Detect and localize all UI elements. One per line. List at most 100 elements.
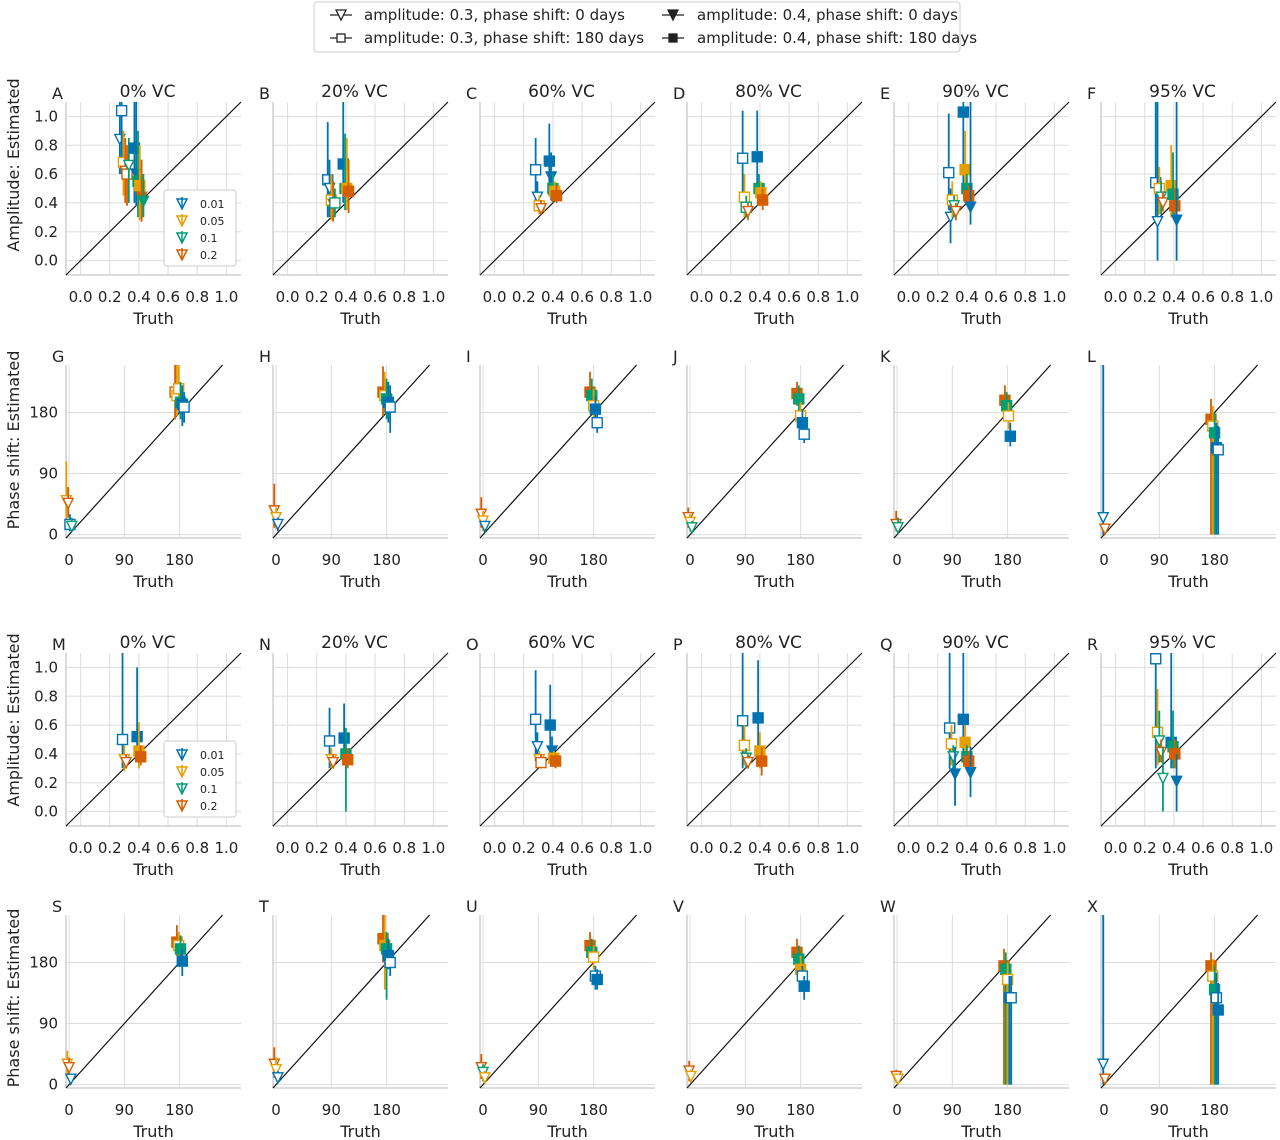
x-tick-label: 0.2	[98, 288, 122, 306]
panel-title: 20% VC	[321, 633, 388, 653]
x-tick-label: 90	[1150, 1101, 1169, 1119]
identity-line	[272, 914, 431, 1089]
panel-letter: P	[673, 635, 683, 654]
data-point	[1212, 444, 1224, 456]
x-axis-label: Truth	[132, 860, 174, 879]
x-tick-label: 180	[372, 551, 401, 569]
data-point	[959, 164, 971, 176]
x-tick-label: 0.0	[690, 288, 714, 306]
data-point	[135, 751, 147, 763]
data-point	[963, 755, 975, 767]
x-tick-label: 0	[892, 551, 902, 569]
data-point	[1207, 970, 1219, 982]
x-tick-label: 90	[529, 551, 548, 569]
x-tick-label: 0.4	[955, 839, 979, 857]
x-tick-label: 0	[478, 1101, 488, 1119]
data-point	[342, 753, 354, 766]
data-point	[756, 194, 769, 206]
x-tick-label: 90	[1150, 551, 1169, 569]
noise-legend-label: 0.2	[200, 249, 218, 262]
data-point	[1098, 523, 1112, 536]
data-point	[271, 518, 285, 531]
data-point	[796, 416, 809, 429]
identity-line	[65, 101, 242, 276]
panel-R: 0.0 0.2 0.4 0.6 0.8 1.0 Truth R 95% VC	[1087, 633, 1277, 879]
data-point	[1169, 748, 1181, 760]
panel-E: 0.0 0.2 0.4 0.6 0.8 1.0 Truth E 90% VC	[880, 82, 1070, 328]
data-point	[1156, 197, 1170, 210]
data-point	[269, 511, 283, 525]
noise-legend-label: 0.01	[200, 749, 225, 762]
data-point	[738, 191, 751, 203]
figure-legend: amplitude: 0.3, phase shift: 0 days ampl…	[313, 1, 977, 53]
x-tick-label: 90	[322, 551, 341, 569]
x-axis-label: Truth	[1167, 309, 1209, 328]
data-point	[957, 106, 970, 118]
x-tick-label: 0.8	[185, 288, 209, 306]
x-tick-label: 0.0	[483, 839, 507, 857]
y-tick-label: 0.2	[34, 774, 58, 792]
x-tick-label: 0.2	[512, 839, 536, 857]
x-axis-label: Truth	[132, 1122, 174, 1140]
x-tick-label: 0.0	[897, 288, 921, 306]
panel-title: 80% VC	[735, 633, 802, 653]
x-tick-label: 0.6	[363, 839, 387, 857]
identity-line	[1100, 364, 1259, 539]
x-tick-label: 0	[478, 551, 488, 569]
x-tick-label: 0.0	[690, 839, 714, 857]
x-tick-label: 180	[786, 551, 815, 569]
x-tick-label: 180	[579, 1101, 608, 1119]
data-point	[62, 1061, 76, 1075]
data-point	[1212, 1004, 1224, 1016]
x-axis-label: Truth	[1167, 860, 1209, 879]
identity-line	[893, 101, 1070, 276]
x-tick-label: 0.8	[1013, 839, 1037, 857]
panel-U: 0 90 180 Truth U	[466, 897, 655, 1140]
data-point	[754, 745, 766, 757]
y-axis-label-amplitude-top: Amplitude: Estimated	[4, 78, 23, 251]
data-point	[478, 1072, 492, 1085]
data-point	[178, 401, 190, 413]
data-point	[115, 104, 128, 117]
data-point	[1002, 410, 1015, 422]
panel-letter: K	[880, 347, 891, 366]
y-tick-label: 0.0	[34, 252, 58, 270]
x-tick-label: 1.0	[421, 839, 445, 857]
data-point	[1151, 215, 1164, 229]
data-point	[589, 403, 602, 415]
panel-title: 95% VC	[1149, 82, 1216, 102]
x-tick-label: 0.6	[984, 288, 1008, 306]
data-point	[949, 205, 963, 219]
x-tick-label: 0	[64, 551, 74, 569]
data-point	[798, 428, 810, 440]
noise-legend-label: 0.05	[200, 215, 225, 228]
y-tick-label: 0	[48, 526, 58, 544]
panel-letter: C	[466, 84, 477, 103]
data-point	[549, 755, 562, 767]
x-tick-label: 0.6	[570, 288, 594, 306]
panel-H: 0 90 180 Truth H	[259, 347, 448, 591]
legend-entry-2: amplitude: 0.4, phase shift: 0 days	[697, 6, 958, 24]
data-point	[957, 713, 970, 726]
x-tick-label: 0.6	[1191, 288, 1215, 306]
x-axis-label: Truth	[753, 572, 795, 591]
noise-legend-label: 0.1	[200, 232, 218, 245]
x-axis-label: Truth	[960, 309, 1002, 328]
data-point	[1097, 511, 1110, 525]
noise-legend-label: 0.2	[200, 800, 218, 813]
y-tick-label: 1.0	[34, 107, 58, 125]
y-tick-label: 0.6	[34, 165, 58, 183]
data-point	[943, 722, 956, 734]
panel-letter: G	[52, 347, 64, 366]
data-point	[1000, 400, 1013, 412]
panel-title: 90% VC	[942, 82, 1009, 102]
panel-letter: L	[1087, 347, 1096, 366]
panel-letter: E	[880, 84, 890, 103]
panel-F: 0.0 0.2 0.4 0.6 0.8 1.0 Truth F 95% VC	[1087, 82, 1277, 328]
x-tick-label: 0.0	[897, 839, 921, 857]
data-point	[1005, 992, 1017, 1004]
data-point	[1170, 214, 1183, 227]
x-axis-label: Truth	[339, 1122, 381, 1140]
panel-B: 0.0 0.2 0.4 0.6 0.8 1.0 Truth B 20% VC	[259, 82, 449, 328]
x-tick-label: 0	[271, 1101, 281, 1119]
